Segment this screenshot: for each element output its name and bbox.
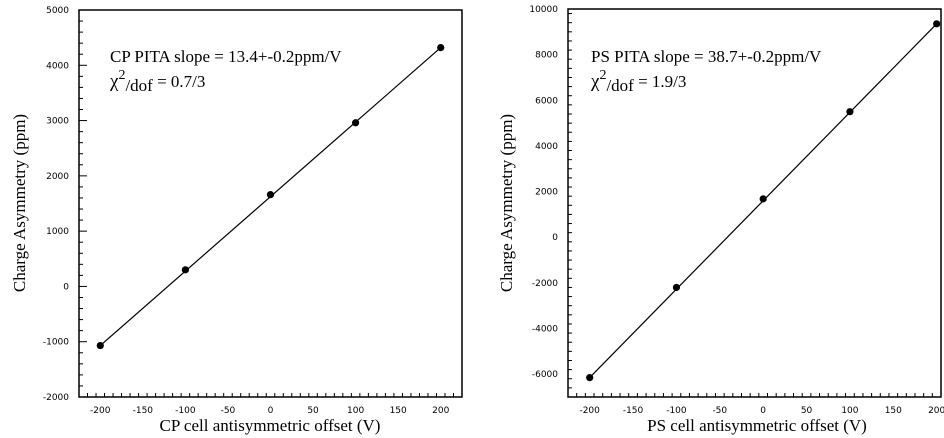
cp-x-tick-label: -150 — [133, 406, 154, 416]
cp-y-tick-label: 2000 — [46, 172, 69, 182]
ps-y-tick-label: 4000 — [535, 142, 558, 152]
ps-y-tick-label: 2000 — [535, 188, 558, 198]
ps-chart-panel: -200 -150 -100 -50 0 50 100 150 200 -6000 -4000 -20… — [497, 5, 944, 435]
cp-x-tick-label: 100 — [347, 406, 364, 416]
cp-x-tick-label: 50 — [307, 406, 319, 416]
cp-y-tick-label: 4000 — [46, 61, 69, 71]
ps-x-tick-label: 200 — [928, 406, 944, 416]
ps-axis-ticks: -200 -150 -100 -50 0 50 100 150 200 -6000 -4000 -20… — [529, 5, 944, 416]
cp-x-tick-label: 150 — [390, 406, 407, 416]
cp-x-axis-label: CP cell antisymmetric offset (V) — [160, 416, 381, 435]
ps-chi-sub: /dof — [606, 76, 634, 95]
ps-plot-frame — [567, 8, 942, 398]
ps-x-tick-label: -200 — [579, 406, 600, 416]
cp-data-point — [181, 266, 189, 274]
cp-y-tick-label: -2000 — [43, 393, 69, 403]
ps-y-tick-label: 0 — [552, 233, 558, 243]
ps-y-tick-label: -4000 — [532, 325, 558, 335]
ps-chi-value: = 1.9/3 — [634, 72, 687, 91]
ps-x-tick-label: 150 — [885, 406, 902, 416]
cp-data-point — [352, 119, 360, 127]
ps-chi-sup: 2 — [599, 68, 606, 83]
cp-y-tick-label: 1000 — [46, 227, 69, 237]
ps-y-tick-label: -2000 — [532, 279, 558, 289]
ps-data-point — [846, 108, 854, 116]
cp-chi-sub: /dof — [125, 76, 153, 95]
ps-chi-symbol: χ — [590, 71, 600, 92]
ps-x-tick-label: 0 — [760, 406, 766, 416]
ps-data-marks — [586, 20, 941, 382]
cp-data-marks — [96, 43, 445, 350]
cp-chi-symbol: χ — [109, 71, 119, 92]
ps-y-tick-label: 10000 — [529, 5, 558, 15]
cp-data-point — [96, 341, 104, 350]
ps-y-tick-label: 8000 — [535, 51, 558, 61]
cp-x-tick-label: 0 — [268, 406, 274, 416]
cp-y-tick-label: 0 — [63, 282, 69, 292]
ps-x-tick-label: 100 — [841, 406, 858, 416]
ps-x-axis-label: PS cell antisymmetric offset (V) — [647, 416, 867, 435]
cp-x-tick-label: -50 — [221, 406, 236, 416]
ps-data-point — [933, 20, 941, 28]
cp-chi-value: = 0.7/3 — [153, 72, 206, 91]
cp-plot-frame — [78, 9, 463, 398]
cp-data-point — [266, 191, 275, 199]
ps-x-tick-label: -50 — [712, 406, 727, 416]
ps-x-tick-label: -100 — [666, 406, 687, 416]
cp-axis-ticks: -200 -150 -100 -50 0 50 100 150 200 -2000 -1000 0 10… — [43, 6, 463, 416]
cp-chi2-annotation: χ2/dof = 0.7/3 — [109, 68, 205, 95]
cp-x-tick-label: -200 — [90, 406, 111, 416]
cp-x-tick-label: 200 — [432, 406, 449, 416]
cp-data-point — [437, 43, 445, 52]
cp-chart-panel: -200 -150 -100 -50 0 50 100 150 200 -2000 -1000 0 10… — [10, 6, 463, 435]
ps-y-tick-label: 6000 — [535, 96, 558, 106]
ps-data-point — [586, 374, 594, 382]
cp-y-tick-label: 5000 — [46, 6, 69, 16]
ps-x-tick-label: -150 — [623, 406, 644, 416]
ps-chi2-annotation: χ2/dof = 1.9/3 — [590, 68, 686, 95]
cp-y-tick-label: -1000 — [43, 338, 69, 348]
cp-x-tick-label: -100 — [175, 406, 196, 416]
ps-y-axis-label: Charge Asymmetry (ppm) — [497, 114, 516, 292]
cp-y-axis-label: Charge Asymmetry (ppm) — [10, 114, 29, 292]
cp-y-tick-label: 3000 — [46, 117, 69, 127]
ps-y-tick-label: -6000 — [532, 370, 558, 380]
ps-x-tick-label: 50 — [801, 406, 813, 416]
ps-slope-annotation: PS PITA slope = 38.7+-0.2ppm/V — [591, 47, 822, 66]
cp-chi-sup: 2 — [118, 68, 125, 83]
cp-slope-annotation: CP PITA slope = 13.4+-0.2ppm/V — [110, 47, 342, 66]
ps-data-point — [672, 283, 681, 292]
ps-data-point — [759, 195, 767, 203]
